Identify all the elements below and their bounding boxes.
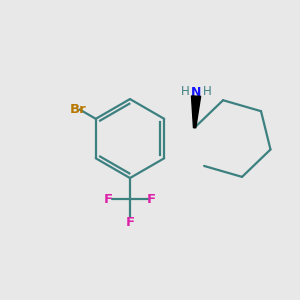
Text: F: F: [104, 193, 113, 206]
Polygon shape: [191, 96, 201, 128]
Text: F: F: [147, 193, 156, 206]
Text: H: H: [202, 85, 211, 98]
Text: F: F: [125, 216, 134, 229]
Text: N: N: [191, 86, 201, 99]
Text: Br: Br: [70, 103, 87, 116]
Text: H: H: [181, 85, 190, 98]
